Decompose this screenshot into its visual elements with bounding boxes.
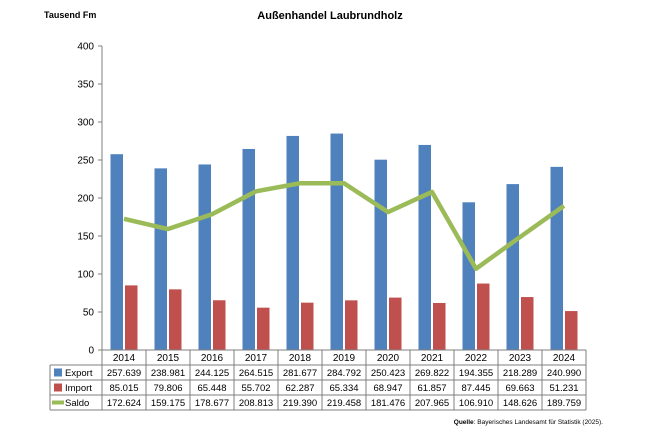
- category-label-2014: 2014: [113, 353, 136, 364]
- category-label-2021: 2021: [421, 353, 444, 364]
- table-cell-import-2014: 85.015: [109, 383, 138, 394]
- category-label-2024: 2024: [553, 353, 576, 364]
- category-label-2018: 2018: [289, 353, 312, 364]
- table-cell-import-2016: 65.448: [197, 383, 226, 394]
- data-table: 2014 2015 2016 2017 2018 2019 2020 2021 2022 2023…: [49, 349, 587, 411]
- category-label-2017: 2017: [245, 353, 268, 364]
- table-cell-export-2024: 240.990: [547, 368, 581, 379]
- category-label-2015: 2015: [157, 353, 180, 364]
- table-cell-export-2023: 218.289: [503, 368, 537, 379]
- legend-label-saldo: Saldo: [65, 398, 89, 409]
- bar-export-2015: [154, 168, 167, 350]
- table-cell-export-2016: 244.125: [195, 368, 229, 379]
- bar-import-2024: [565, 311, 578, 350]
- table-cell-import-2019: 65.334: [329, 383, 358, 394]
- bar-export-2023: [506, 184, 519, 350]
- y-tick-label: 150: [77, 232, 94, 243]
- table-cell-import-2022: 87.445: [461, 383, 490, 394]
- table-cell-saldo-2020: 181.476: [371, 398, 405, 409]
- table-cell-export-2014: 257.639: [107, 368, 141, 379]
- table-cell-saldo-2016: 178.677: [195, 398, 229, 409]
- bar-import-2023: [521, 297, 534, 350]
- bar-export-2020: [374, 159, 387, 350]
- y-tick-label: 200: [77, 194, 94, 205]
- table-cell-import-2015: 79.806: [153, 383, 182, 394]
- bar-export-2024: [550, 166, 563, 350]
- y-tick-label: 100: [77, 270, 94, 281]
- bar-export-2022: [462, 202, 475, 350]
- table-cell-export-2015: 238.981: [151, 368, 185, 379]
- legend-key-import: [54, 383, 62, 392]
- y-tick-label: 0: [88, 346, 94, 357]
- category-label-2019: 2019: [333, 353, 356, 364]
- source-label: Quelle: [454, 419, 474, 426]
- legend-key-export: [54, 368, 62, 377]
- bar-import-2021: [433, 302, 446, 350]
- y-tick-label: 300: [77, 118, 94, 129]
- table-cell-saldo-2024: 189.759: [547, 398, 581, 409]
- y-axis: 0 50 100 150 200 250 300 350 400: [77, 42, 103, 357]
- table-cell-export-2018: 281.677: [283, 368, 317, 379]
- bar-import-2018: [301, 302, 314, 350]
- category-label-2023: 2023: [509, 353, 532, 364]
- chart-title: Außenhandel Laubrundholz: [257, 10, 403, 22]
- table-cell-import-2023: 69.663: [505, 383, 534, 394]
- source-text: : Bayerisches Landesamt für Statistik (2…: [474, 419, 604, 426]
- table-cell-import-2017: 55.702: [241, 383, 270, 394]
- category-label-2020: 2020: [377, 353, 400, 364]
- line-saldo: [123, 180, 566, 271]
- table-cell-saldo-2018: 219.390: [283, 398, 317, 409]
- bar-export-2019: [330, 133, 343, 350]
- bar-export-2017: [242, 148, 255, 350]
- table-cell-import-2021: 61.857: [417, 383, 446, 394]
- bar-export-2018: [286, 135, 299, 350]
- table-cell-saldo-2021: 207.965: [415, 398, 449, 409]
- table-cell-export-2022: 194.355: [459, 368, 493, 379]
- table-cell-import-2024: 51.231: [549, 383, 578, 394]
- table-cell-saldo-2023: 148.626: [503, 398, 537, 409]
- bar-import-2016: [213, 300, 226, 350]
- bar-import-2019: [345, 300, 358, 350]
- category-label-2022: 2022: [465, 353, 488, 364]
- y-tick-label: 50: [83, 308, 95, 319]
- y-tick-label: 250: [77, 156, 94, 167]
- source-note: Quelle: Bayerisches Landesamt für Statis…: [454, 419, 603, 426]
- table-cell-saldo-2019: 219.458: [327, 398, 361, 409]
- bar-import-2022: [477, 283, 490, 350]
- table-cell-saldo-2022: 106.910: [459, 398, 493, 409]
- category-label-2016: 2016: [201, 353, 224, 364]
- bar-import-2020: [389, 297, 402, 350]
- table-cell-import-2018: 62.287: [285, 383, 314, 394]
- table-cell-saldo-2014: 172.624: [107, 398, 141, 409]
- table-cell-export-2020: 250.423: [371, 368, 405, 379]
- legend-label-import: Import: [65, 383, 92, 394]
- bar-export-2021: [418, 144, 431, 350]
- bar-export-2016: [198, 164, 211, 350]
- bar-export-2014: [110, 154, 123, 350]
- y-tick-label: 350: [77, 80, 94, 91]
- table-cell-export-2019: 284.792: [327, 368, 361, 379]
- saldo-line-group: [123, 180, 566, 271]
- bar-import-2014: [125, 285, 138, 350]
- bars: [110, 133, 578, 350]
- bar-import-2017: [257, 307, 270, 350]
- table-cell-export-2017: 264.515: [239, 368, 273, 379]
- table-cell-export-2021: 269.822: [415, 368, 449, 379]
- table-cell-saldo-2017: 208.813: [239, 398, 273, 409]
- bar-import-2015: [169, 289, 182, 350]
- y-tick-label: 400: [77, 42, 94, 53]
- y-axis-title: Tausend Fm: [44, 10, 96, 20]
- table-cell-import-2020: 68.947: [373, 383, 402, 394]
- legend-label-export: Export: [65, 368, 93, 379]
- table-cell-saldo-2015: 159.175: [151, 398, 185, 409]
